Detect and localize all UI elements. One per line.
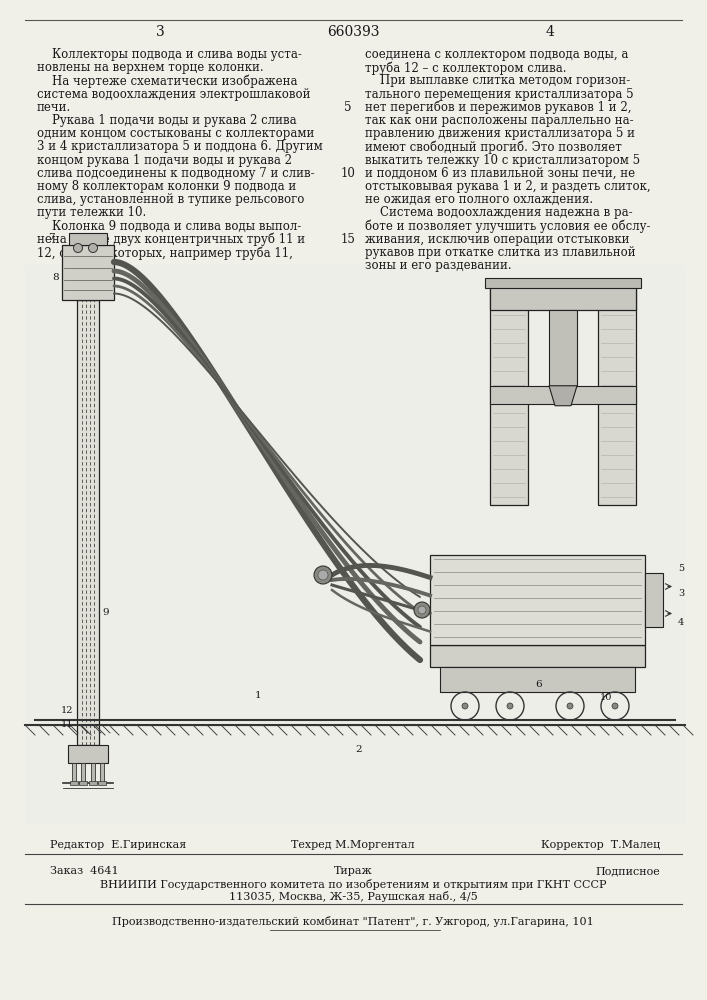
Text: Заказ  4641: Заказ 4641 bbox=[50, 866, 119, 876]
Text: 4: 4 bbox=[678, 618, 684, 627]
Text: 7: 7 bbox=[48, 233, 54, 242]
Text: нет перегибов и пережимов рукавов 1 и 2,: нет перегибов и пережимов рукавов 1 и 2, bbox=[365, 101, 631, 114]
Text: зоны и его раздевании.: зоны и его раздевании. bbox=[365, 259, 512, 272]
Bar bbox=[98, 781, 106, 785]
Text: 8: 8 bbox=[52, 273, 59, 282]
Bar bbox=[62, 245, 114, 300]
Text: 4: 4 bbox=[546, 25, 554, 39]
Text: Корректор  Т.Малец: Корректор Т.Малец bbox=[541, 840, 660, 850]
Bar bbox=[440, 667, 635, 692]
Text: 12: 12 bbox=[61, 706, 74, 715]
Text: 660393: 660393 bbox=[327, 25, 379, 39]
Bar bbox=[72, 763, 76, 783]
Text: 15: 15 bbox=[341, 233, 356, 246]
Text: имеют свободный прогиб. Это позволяет: имеют свободный прогиб. Это позволяет bbox=[365, 140, 622, 154]
Circle shape bbox=[318, 570, 328, 580]
Text: Редактор  Е.Гиринская: Редактор Е.Гиринская bbox=[50, 840, 186, 850]
Text: 10: 10 bbox=[341, 167, 356, 180]
Bar bbox=[490, 280, 528, 505]
Text: 2: 2 bbox=[355, 745, 361, 754]
Text: отстыковывая рукава 1 и 2, и раздеть слиток,: отстыковывая рукава 1 и 2, и раздеть сли… bbox=[365, 180, 650, 193]
Text: 11: 11 bbox=[61, 720, 74, 729]
Text: живания, исключив операции отстыковки: живания, исключив операции отстыковки bbox=[365, 233, 629, 246]
Text: труба 12 – с коллектором слива.: труба 12 – с коллектором слива. bbox=[365, 61, 566, 75]
Text: система водоохлаждения электрошлаковой: система водоохлаждения электрошлаковой bbox=[37, 88, 310, 101]
Polygon shape bbox=[549, 386, 577, 406]
Text: Рукава 1 подачи воды и рукава 2 слива: Рукава 1 подачи воды и рукава 2 слива bbox=[37, 114, 297, 127]
Text: концом рукава 1 подачи воды и рукава 2: концом рукава 1 подачи воды и рукава 2 bbox=[37, 154, 292, 167]
Text: 12, одна из которых, например труба 11,: 12, одна из которых, например труба 11, bbox=[37, 246, 293, 259]
Circle shape bbox=[314, 566, 332, 584]
Text: так как они расположены параллельно на-: так как они расположены параллельно на- bbox=[365, 114, 633, 127]
Text: 113035, Москва, Ж-35, Раушская наб., 4/5: 113035, Москва, Ж-35, Раушская наб., 4/5 bbox=[228, 891, 477, 902]
Circle shape bbox=[418, 606, 426, 614]
Circle shape bbox=[507, 703, 513, 709]
Circle shape bbox=[612, 703, 618, 709]
Text: выкатить тележку 10 с кристаллизатором 5: выкатить тележку 10 с кристаллизатором 5 bbox=[365, 154, 640, 167]
Text: ному 8 коллекторам колонки 9 подвода и: ному 8 коллекторам колонки 9 подвода и bbox=[37, 180, 296, 193]
Bar bbox=[70, 781, 78, 785]
Bar bbox=[485, 278, 641, 288]
Text: 1: 1 bbox=[255, 691, 262, 700]
Text: 9: 9 bbox=[102, 608, 109, 617]
Text: не ожидая его полного охлаждения.: не ожидая его полного охлаждения. bbox=[365, 193, 593, 206]
Text: 3 и 4 кристаллизатора 5 и поддона 6. Другим: 3 и 4 кристаллизатора 5 и поддона 6. Дру… bbox=[37, 140, 323, 153]
Text: Подписное: Подписное bbox=[595, 866, 660, 876]
Bar bbox=[549, 310, 577, 386]
Text: новлены на верхнем торце колонки.: новлены на верхнем торце колонки. bbox=[37, 61, 264, 74]
Text: 6: 6 bbox=[535, 680, 542, 689]
Bar bbox=[645, 573, 663, 627]
Text: Техред М.Моргентал: Техред М.Моргентал bbox=[291, 840, 415, 850]
Text: правлению движения кристаллизатора 5 и: правлению движения кристаллизатора 5 и bbox=[365, 127, 635, 140]
Text: 3: 3 bbox=[156, 25, 164, 39]
Text: Система водоохлаждения надежна в ра-: Система водоохлаждения надежна в ра- bbox=[365, 206, 633, 219]
Text: слива подсоединены к подводному 7 и слив-: слива подсоединены к подводному 7 и слив… bbox=[37, 167, 315, 180]
Text: 5: 5 bbox=[344, 101, 352, 114]
Text: На чертеже схематически изображена: На чертеже схематически изображена bbox=[37, 74, 298, 88]
Text: 3: 3 bbox=[678, 588, 684, 597]
Text: Коллекторы подвода и слива воды уста-: Коллекторы подвода и слива воды уста- bbox=[37, 48, 302, 61]
Text: пути тележки 10.: пути тележки 10. bbox=[37, 206, 146, 219]
Text: 5: 5 bbox=[678, 564, 684, 573]
Bar bbox=[91, 763, 95, 783]
Circle shape bbox=[462, 703, 468, 709]
Text: Тираж: Тираж bbox=[334, 866, 373, 876]
Text: боте и позволяет улучшить условия ее обслу-: боте и позволяет улучшить условия ее обс… bbox=[365, 220, 650, 233]
Bar bbox=[77, 300, 99, 745]
Text: слива, установленной в тупике рельсового: слива, установленной в тупике рельсового bbox=[37, 193, 305, 206]
Bar bbox=[490, 386, 636, 404]
Text: соединена с коллектором подвода воды, а: соединена с коллектором подвода воды, а bbox=[365, 48, 629, 61]
Bar bbox=[25, 265, 685, 825]
Circle shape bbox=[88, 243, 98, 252]
Text: печи.: печи. bbox=[37, 101, 71, 114]
Bar bbox=[430, 555, 645, 645]
Circle shape bbox=[567, 703, 573, 709]
Text: тального перемещения кристаллизатора 5: тального перемещения кристаллизатора 5 bbox=[365, 88, 633, 101]
Text: одним концом состыкованы с коллекторами: одним концом состыкованы с коллекторами bbox=[37, 127, 315, 140]
Text: рукавов при откатке слитка из плавильной: рукавов при откатке слитка из плавильной bbox=[365, 246, 636, 259]
Text: ВНИИПИ Государственного комитета по изобретениям и открытиям при ГКНТ СССР: ВНИИПИ Государственного комитета по изоб… bbox=[100, 879, 606, 890]
Bar bbox=[89, 781, 97, 785]
Text: 10: 10 bbox=[600, 693, 612, 702]
Circle shape bbox=[74, 243, 83, 252]
Text: нена в виде двух концентричных труб 11 и: нена в виде двух концентричных труб 11 и bbox=[37, 233, 305, 246]
Bar bbox=[79, 781, 87, 785]
Bar bbox=[490, 282, 636, 310]
Bar bbox=[69, 233, 107, 245]
Bar bbox=[430, 645, 645, 667]
Circle shape bbox=[414, 602, 430, 618]
Text: При выплавке слитка методом горизон-: При выплавке слитка методом горизон- bbox=[365, 74, 630, 87]
Bar bbox=[100, 763, 104, 783]
Bar bbox=[81, 763, 85, 783]
Text: Производственно-издательский комбинат "Патент", г. Ужгород, ул.Гагарина, 101: Производственно-издательский комбинат "П… bbox=[112, 916, 594, 927]
Bar bbox=[598, 280, 636, 505]
Bar bbox=[68, 745, 108, 763]
Text: и поддоном 6 из плавильной зоны печи, не: и поддоном 6 из плавильной зоны печи, не bbox=[365, 167, 635, 180]
Text: Колонка 9 подвода и слива воды выпол-: Колонка 9 подвода и слива воды выпол- bbox=[37, 220, 301, 233]
